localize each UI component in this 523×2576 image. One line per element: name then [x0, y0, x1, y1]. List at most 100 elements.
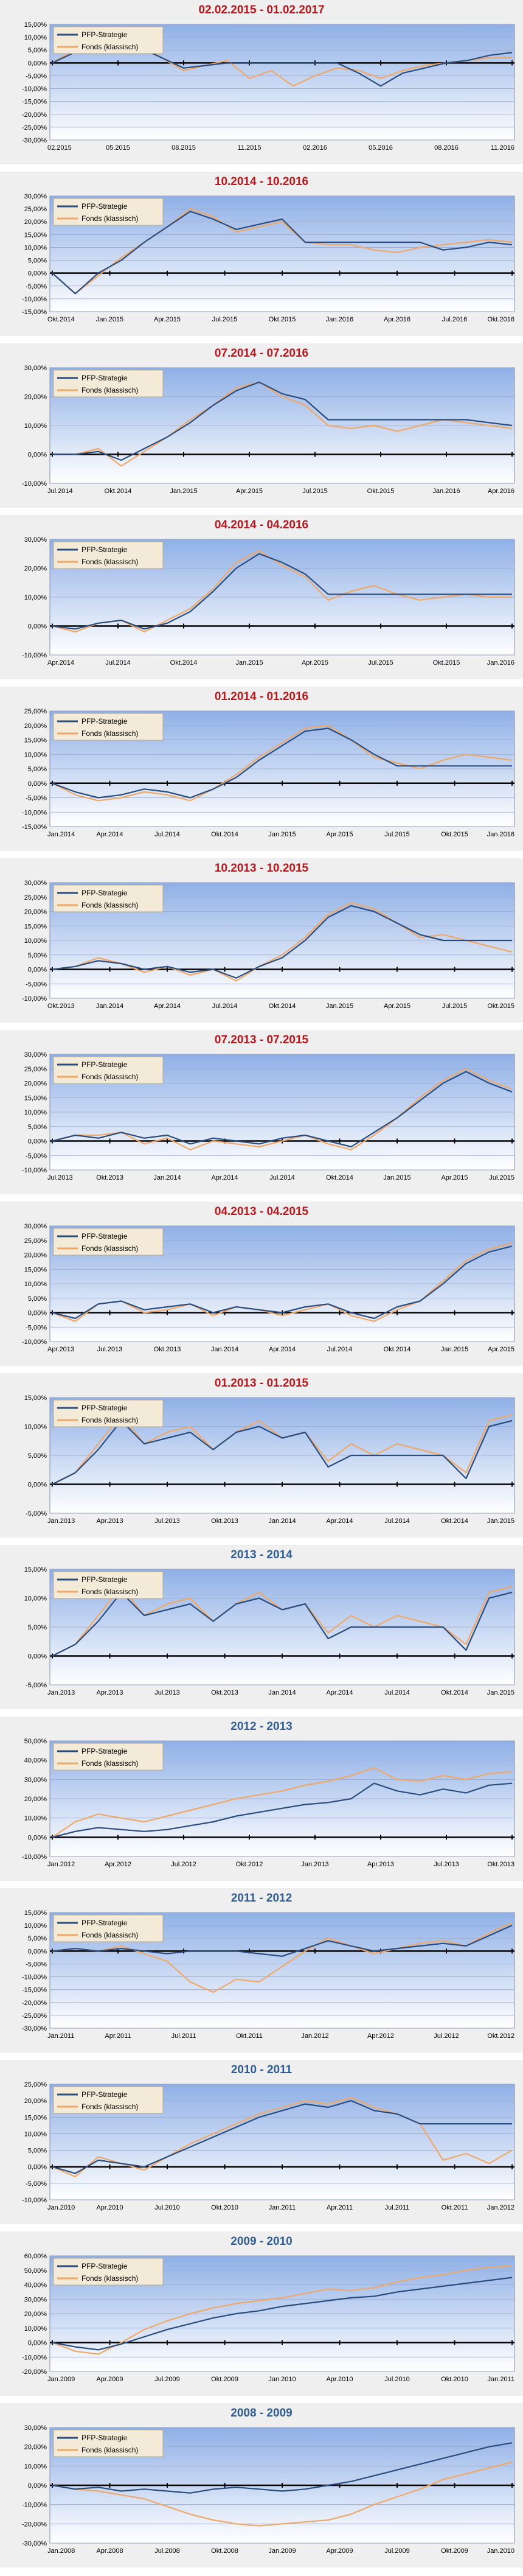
y-tick-label: 5,00% — [28, 47, 47, 54]
x-tick-label: Jan.2014 — [268, 1517, 296, 1525]
x-tick-label: Jan.2015 — [326, 1003, 353, 1010]
y-tick-label: 20,00% — [24, 1252, 47, 1259]
chart-title: 01.2014 - 01.2016 — [214, 690, 309, 703]
x-tick-label: Jul.2013 — [434, 1861, 459, 1868]
x-tick-label: Jul.2014 — [327, 1346, 353, 1353]
x-tick-label: Jan.2011 — [488, 2376, 514, 2383]
x-tick-label: Okt.2016 — [487, 316, 514, 323]
panel-separator — [0, 1195, 523, 1201]
x-tick-label: Apr.2013 — [96, 1517, 123, 1525]
y-tick-label: 25,00% — [24, 1237, 47, 1245]
y-tick-label: 10,00% — [24, 422, 47, 430]
y-tick-label: 0,00% — [28, 1482, 47, 1489]
y-tick-label: 30,00% — [24, 1223, 47, 1230]
x-tick-label: 11.2016 — [491, 144, 514, 152]
x-tick-label: Okt.2012 — [487, 2032, 514, 2040]
x-tick-label: Okt.2010 — [441, 2376, 468, 2383]
chart-title: 2011 - 2012 — [230, 1892, 293, 1905]
y-tick-label: 20,00% — [24, 219, 47, 226]
y-tick-label: 15,00% — [24, 2114, 47, 2121]
x-tick-label: Okt.2015 — [441, 831, 468, 838]
series-line-fund — [52, 1242, 513, 1322]
y-tick-label: -10,00% — [22, 1974, 47, 1981]
y-tick-label: 40,00% — [24, 2282, 47, 2289]
x-tick-label: Jan.2013 — [47, 1689, 75, 1696]
series-line-fund — [52, 724, 513, 802]
y-tick-label: 0,00% — [28, 1948, 47, 1955]
x-tick-label: Jan.2015 — [441, 1346, 468, 1353]
legend-box — [53, 1228, 164, 1256]
chart-svg: 15,00% 10,00% 5,00% 0,00% -5,00% -10,00% -15,0… — [22, 21, 515, 152]
series-line-fund — [52, 2461, 513, 2527]
series-line-strategy — [52, 211, 513, 295]
x-tick-label: Jul.2010 — [384, 2376, 410, 2383]
x-tick-label: Jan.2015 — [235, 659, 263, 667]
x-tick-label: Jan.2014 — [153, 1174, 181, 1181]
y-tick-label: -20,00% — [22, 2521, 47, 2528]
x-tick-label: Apr.2015 — [154, 316, 181, 323]
x-tick-label: Okt.2014 — [441, 1689, 468, 1696]
y-tick-label: -10,00% — [22, 86, 47, 93]
chart-panel: 15,00% 10,00% 5,00% 0,00% -5,00% Jan.2013 Apr.… — [0, 1545, 523, 1709]
panel-separator — [0, 1710, 523, 1716]
x-tick-label: Jul.2013 — [47, 1174, 73, 1181]
y-tick-label: 15,00% — [24, 21, 47, 29]
x-tick-label: Jan.2014 — [211, 1346, 238, 1353]
x-tick-label: Apr.2012 — [105, 1861, 131, 1868]
y-tick-label: 15,00% — [24, 231, 47, 239]
y-tick-label: 20,00% — [24, 723, 47, 730]
series-line-strategy — [52, 1925, 513, 1957]
x-tick-label: Apr.2014 — [326, 1689, 353, 1696]
legend-box — [53, 1399, 164, 1427]
chart-panel: 30,00% 25,00% 20,00% 15,00% 10,00% 5,00% 0,00%… — [0, 172, 523, 336]
y-tick-label: -10,00% — [22, 2197, 47, 2204]
panel-separator — [0, 2225, 523, 2231]
x-tick-label: Jan.2016 — [432, 488, 460, 495]
x-tick-label: Jan.2009 — [268, 2547, 296, 2555]
y-tick-label: -30,00% — [22, 2025, 47, 2032]
x-tick-label: Jan.2014 — [96, 1003, 123, 1010]
x-tick-label: Okt.2015 — [433, 659, 460, 667]
y-tick-label: 30,00% — [24, 1776, 47, 1783]
x-tick-label: Jul.2013 — [154, 1689, 180, 1696]
x-tick-label: Apr.2015 — [236, 488, 263, 495]
legend-label-strategy: PFP-Strategie — [81, 30, 128, 39]
y-tick-label: 50,00% — [24, 2267, 47, 2275]
y-tick-label: 5,00% — [28, 2147, 47, 2155]
x-tick-label: Okt.2013 — [211, 1517, 238, 1525]
chart-title: 01.2013 - 01.2015 — [214, 1377, 309, 1390]
y-tick-label: 15,00% — [24, 923, 47, 930]
x-tick-label: Jan.2009 — [47, 2376, 75, 2383]
y-tick-label: -10,00% — [22, 2502, 47, 2509]
chart-svg: 15,00% 10,00% 5,00% 0,00% -5,00% -10,00% -15,0… — [22, 1909, 515, 2040]
legend-box — [53, 1914, 164, 1942]
y-tick-label: -15,00% — [22, 99, 47, 106]
chart-panel: 25,00% 20,00% 15,00% 10,00% 5,00% 0,00% -5,00%… — [0, 687, 523, 851]
y-tick-label: 20,00% — [24, 1080, 47, 1088]
y-tick-label: -5,00% — [26, 2180, 47, 2188]
legend-box — [53, 713, 164, 741]
chart-panel: 15,00% 10,00% 5,00% 0,00% -5,00% -10,00% -15,0… — [0, 0, 523, 164]
chart-title: 2012 - 2013 — [230, 1720, 293, 1733]
x-tick-label: Okt.2014 — [269, 1003, 296, 1010]
legend-label-strategy: PFP-Strategie — [81, 1404, 128, 1412]
panel-separator — [0, 2053, 523, 2059]
chart-title: 04.2013 - 04.2015 — [214, 1205, 309, 1218]
series-line-fund — [52, 208, 513, 295]
x-tick-label: Okt.2015 — [269, 316, 296, 323]
x-tick-label: Jul.2013 — [154, 1517, 180, 1525]
x-tick-label: Jan.2016 — [326, 316, 353, 323]
y-tick-label: -10,00% — [22, 809, 47, 816]
legend-label-strategy: PFP-Strategie — [81, 1232, 128, 1241]
y-tick-label: -10,00% — [22, 995, 47, 1003]
series-line-fund — [52, 1922, 513, 1993]
series-line-fund — [52, 2096, 513, 2178]
x-tick-label: Apr.2014 — [326, 1517, 353, 1525]
x-tick-label: Okt.2011 — [236, 2032, 263, 2040]
x-tick-label: Apr.2014 — [154, 1003, 181, 1010]
legend-label-strategy: PFP-Strategie — [81, 1575, 128, 1584]
y-tick-label: -15,00% — [22, 309, 47, 316]
series-line-fund — [52, 550, 512, 633]
x-tick-label: Jul.2012 — [434, 2032, 459, 2040]
y-tick-label: 10,00% — [24, 937, 47, 945]
